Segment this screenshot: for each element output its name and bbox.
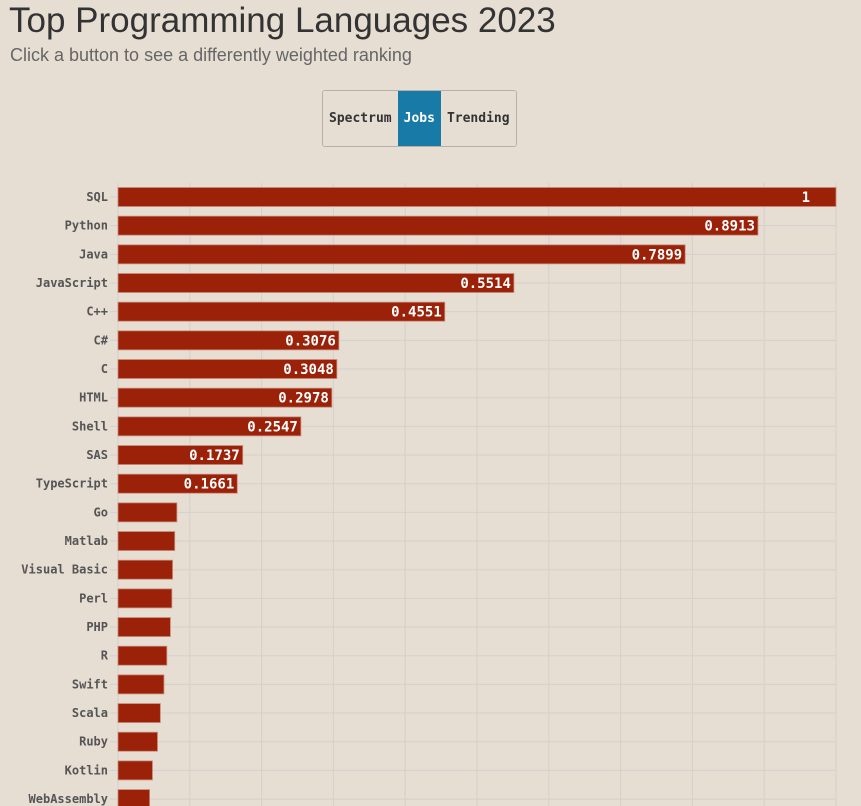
category-label: Kotlin	[65, 763, 108, 777]
value-label: 0.3076	[285, 333, 336, 349]
page-subtitle: Click a button to see a differently weig…	[10, 45, 412, 65]
category-label: Visual Basic	[21, 563, 108, 577]
ranking-toggle: Spectrum Jobs Trending	[322, 90, 517, 147]
category-label: PHP	[86, 620, 108, 634]
bar	[117, 359, 338, 379]
value-label: 0.8913	[704, 219, 755, 235]
category-label: WebAssembly	[29, 792, 108, 806]
bar	[117, 301, 446, 322]
category-label: SAS	[86, 448, 108, 462]
category-label: C	[101, 362, 108, 376]
category-label: C++	[86, 305, 108, 319]
bar	[117, 588, 173, 609]
bar	[117, 559, 173, 580]
trending-button[interactable]: Trending	[440, 91, 516, 146]
bar	[117, 760, 153, 781]
category-label: TypeScript	[36, 477, 108, 491]
value-label: 1	[802, 190, 810, 206]
category-label: HTML	[79, 391, 108, 405]
page-title: Top Programming Languages 2023	[9, 1, 556, 40]
bar	[117, 617, 171, 637]
category-label: Python	[65, 219, 108, 233]
bar	[117, 645, 168, 666]
category-label: Go	[94, 505, 108, 519]
value-label: 0.5514	[460, 276, 511, 292]
value-label: 0.3048	[283, 362, 334, 378]
category-label: Scala	[72, 706, 108, 720]
bar	[117, 502, 178, 523]
category-label: SQL	[86, 190, 108, 204]
category-label: Swift	[72, 677, 108, 691]
bar	[117, 445, 244, 465]
bar	[117, 731, 158, 752]
bar	[117, 674, 165, 695]
value-label: 0.2547	[247, 419, 298, 435]
bar	[117, 273, 515, 293]
category-label: R	[101, 649, 109, 663]
category-label: JavaScript	[36, 276, 108, 290]
bar	[117, 473, 238, 494]
bar	[117, 330, 340, 351]
category-label: Java	[79, 247, 108, 261]
bar	[117, 789, 150, 806]
value-label: 0.7899	[632, 247, 683, 263]
bar	[117, 531, 176, 551]
bar	[117, 187, 837, 207]
bar	[117, 416, 302, 437]
spectrum-button[interactable]: Spectrum	[323, 91, 398, 146]
bar	[117, 703, 161, 723]
category-label: Ruby	[79, 735, 108, 749]
value-label: 0.2978	[278, 391, 329, 407]
bar	[117, 244, 686, 265]
jobs-button[interactable]: Jobs	[397, 91, 441, 146]
category-label: Matlab	[65, 534, 108, 548]
value-label: 0.4551	[391, 305, 442, 321]
value-label: 0.1737	[189, 448, 240, 464]
bar	[117, 215, 759, 236]
category-label: Perl	[79, 591, 108, 605]
category-label: Shell	[72, 419, 108, 433]
value-label: 0.1661	[184, 477, 235, 493]
bar	[117, 387, 333, 408]
category-label: C#	[94, 333, 109, 347]
